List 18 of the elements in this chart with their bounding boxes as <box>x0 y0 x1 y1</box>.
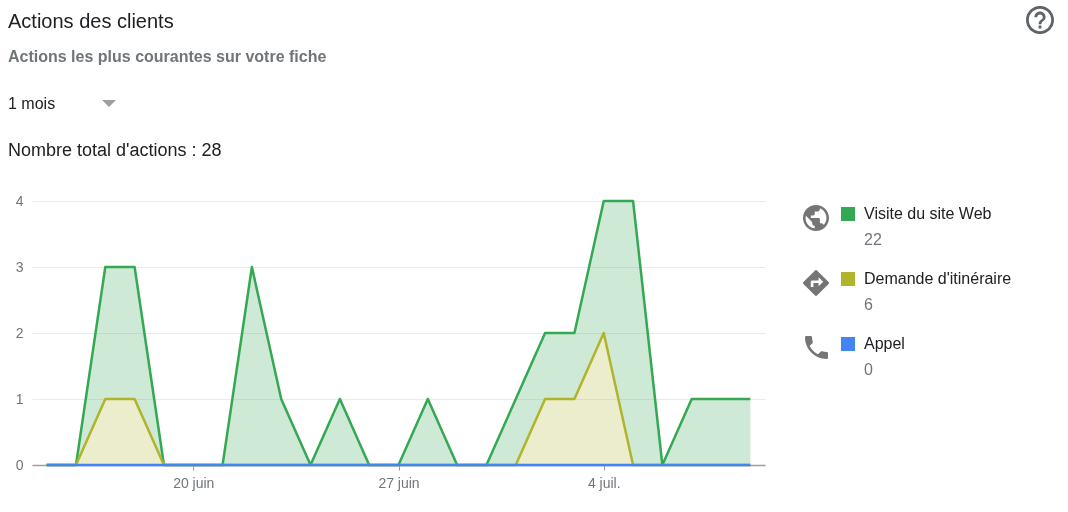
y-tick-label: 1 <box>15 390 24 407</box>
y-tick-label: 4 <box>15 192 24 209</box>
text: 1 mois <box>8 95 56 112</box>
legend-label: Appel <box>864 335 905 352</box>
legend-label: Demande d'itinéraire <box>864 270 1012 287</box>
text: 6 <box>864 295 873 313</box>
x-tick-label: 4 juil. <box>587 474 621 491</box>
chart-subtitle: Actions les plus courantes sur votre fiche <box>8 48 327 65</box>
text: Nombre total d'actions : 28 <box>8 140 222 160</box>
text: 22 <box>864 230 882 248</box>
y-tick-label: 2 <box>15 324 24 341</box>
y-tick-label: 3 <box>15 258 24 275</box>
x-tick-label: 27 juin <box>378 474 420 491</box>
y-tick-label: 0 <box>15 456 24 473</box>
text: 0 <box>864 360 873 378</box>
legend-label: Visite du site Web <box>864 205 992 222</box>
chart-title: Actions des clients <box>8 10 174 32</box>
x-tick-label: 20 juin <box>173 474 215 491</box>
